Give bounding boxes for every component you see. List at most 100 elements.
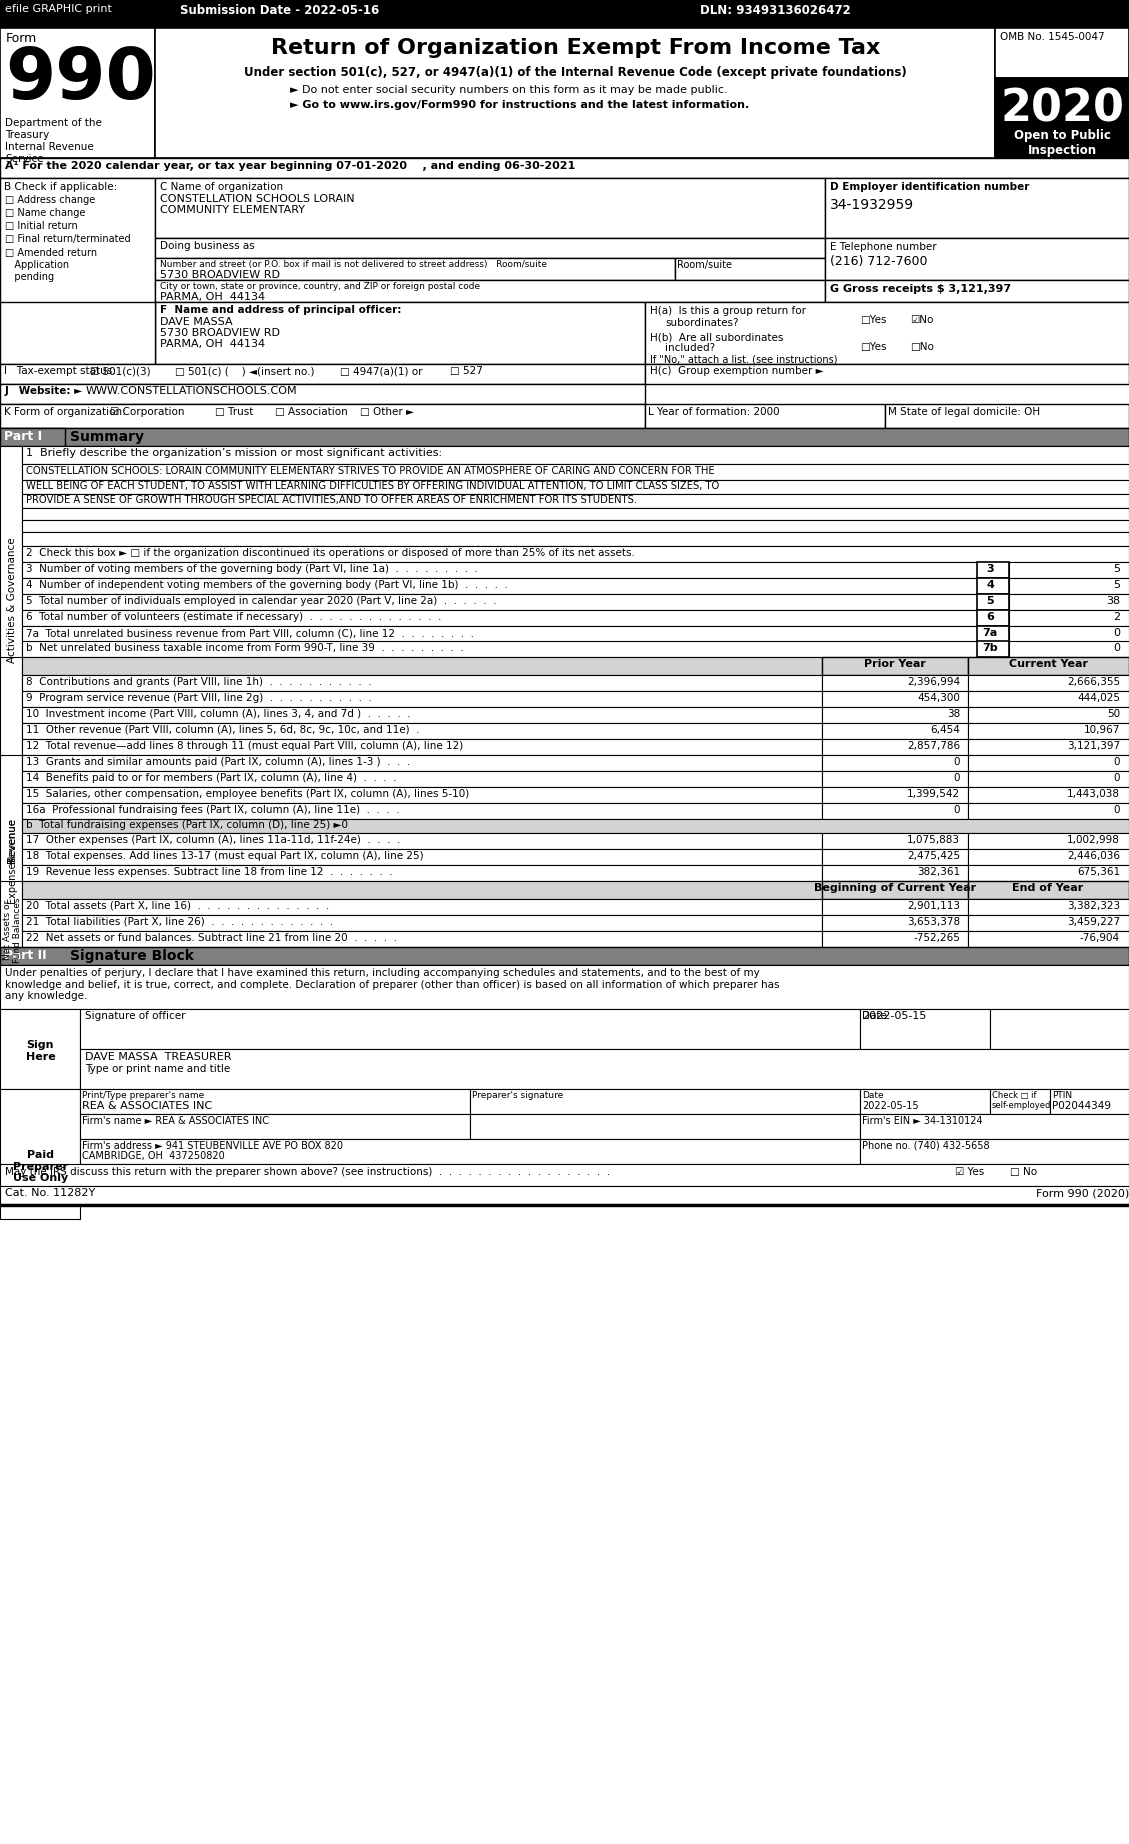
- Bar: [822, 675, 968, 692]
- Bar: [645, 404, 885, 428]
- Bar: [822, 848, 968, 865]
- Text: 454,300: 454,300: [917, 693, 960, 703]
- Text: 2,666,355: 2,666,355: [1067, 677, 1120, 688]
- Bar: [0, 28, 156, 159]
- Bar: [0, 656, 23, 808]
- Text: J   Website: ►: J Website: ►: [5, 385, 82, 396]
- Text: 38: 38: [947, 708, 960, 719]
- Bar: [968, 675, 1129, 692]
- Bar: [822, 706, 968, 723]
- Bar: [23, 833, 822, 848]
- Bar: [0, 0, 1129, 28]
- Text: 0: 0: [1113, 644, 1120, 653]
- Bar: [968, 865, 1129, 881]
- Bar: [80, 1009, 860, 1049]
- Text: 6: 6: [986, 612, 994, 621]
- Bar: [822, 771, 968, 787]
- Bar: [995, 77, 1129, 125]
- Text: 5730 BROADVIEW RD: 5730 BROADVIEW RD: [160, 328, 280, 337]
- Bar: [822, 656, 968, 675]
- Text: Check □ if
self-employed: Check □ if self-employed: [992, 1092, 1051, 1110]
- Bar: [23, 819, 1129, 833]
- Text: 11  Other revenue (Part VIII, column (A), lines 5, 6d, 8c, 9c, 10c, and 11e)  .: 11 Other revenue (Part VIII, column (A),…: [26, 725, 420, 736]
- Text: May the IRS discuss this return with the preparer shown above? (see instructions: May the IRS discuss this return with the…: [6, 1167, 611, 1176]
- Text: □ No: □ No: [1010, 1167, 1038, 1176]
- Text: 7a  Total unrelated business revenue from Part VIII, column (C), line 12  .  .  : 7a Total unrelated business revenue from…: [26, 629, 474, 638]
- Text: -76,904: -76,904: [1079, 933, 1120, 942]
- Text: b  Net unrelated business taxable income from Form 990-T, line 39  .  .  .  .  .: b Net unrelated business taxable income …: [26, 644, 464, 653]
- Bar: [23, 848, 822, 865]
- Text: Revenue: Revenue: [8, 817, 17, 863]
- Text: 2022-05-15: 2022-05-15: [863, 1011, 927, 1022]
- Text: 2020: 2020: [1000, 89, 1124, 131]
- Text: C Name of organization: C Name of organization: [160, 183, 283, 192]
- Bar: [156, 302, 645, 363]
- Bar: [23, 546, 1129, 562]
- Text: DLN: 93493136026472: DLN: 93493136026472: [700, 4, 851, 17]
- Text: Preparer's signature: Preparer's signature: [472, 1092, 563, 1101]
- Text: 1,443,038: 1,443,038: [1067, 789, 1120, 798]
- Bar: [156, 179, 825, 238]
- Text: 38: 38: [1106, 596, 1120, 607]
- Bar: [995, 125, 1129, 159]
- Text: 34-1932959: 34-1932959: [830, 197, 914, 212]
- Text: 2,475,425: 2,475,425: [907, 850, 960, 861]
- Bar: [825, 280, 1129, 302]
- Text: □ Initial return: □ Initial return: [6, 221, 78, 230]
- Text: Open to Public
Inspection: Open to Public Inspection: [1014, 129, 1111, 157]
- Text: □ 4947(a)(1) or: □ 4947(a)(1) or: [340, 365, 422, 376]
- Text: 13  Grants and similar amounts paid (Part IX, column (A), lines 1-3 )  .  .  .: 13 Grants and similar amounts paid (Part…: [26, 758, 411, 767]
- Text: (216) 712-7600: (216) 712-7600: [830, 254, 928, 267]
- Bar: [0, 179, 156, 330]
- Text: 2022-05-15: 2022-05-15: [863, 1101, 919, 1110]
- Bar: [1009, 642, 1129, 656]
- Bar: [977, 642, 1009, 656]
- Bar: [23, 723, 822, 739]
- Bar: [822, 739, 968, 754]
- Bar: [822, 754, 968, 771]
- Text: □ Final return/terminated: □ Final return/terminated: [6, 234, 131, 243]
- Text: Service: Service: [6, 155, 44, 164]
- Bar: [822, 865, 968, 881]
- Text: D Employer identification number: D Employer identification number: [830, 183, 1030, 192]
- Text: □ 527: □ 527: [450, 365, 483, 376]
- Text: 1,002,998: 1,002,998: [1067, 835, 1120, 845]
- Bar: [23, 610, 977, 625]
- Text: 3,653,378: 3,653,378: [907, 916, 960, 928]
- Bar: [0, 1009, 80, 1090]
- Bar: [645, 363, 1129, 384]
- Text: 2,446,036: 2,446,036: [1067, 850, 1120, 861]
- Text: -752,265: -752,265: [913, 933, 960, 942]
- Bar: [990, 1090, 1050, 1114]
- Text: Form: Form: [6, 31, 36, 44]
- Text: pending: pending: [6, 273, 54, 282]
- Bar: [968, 915, 1129, 931]
- Bar: [0, 159, 1129, 179]
- Text: 2,857,786: 2,857,786: [907, 741, 960, 751]
- Text: WWW.CONSTELLATIONSCHOOLS.COM: WWW.CONSTELLATIONSCHOOLS.COM: [86, 385, 297, 396]
- Bar: [968, 802, 1129, 819]
- Text: □ Association: □ Association: [275, 408, 348, 417]
- Bar: [0, 363, 645, 384]
- Text: 22  Net assets or fund balances. Subtract line 21 from line 20  .  .  .  .  .: 22 Net assets or fund balances. Subtract…: [26, 933, 397, 942]
- Text: Sign
Here: Sign Here: [26, 1040, 55, 1062]
- Text: DAVE MASSA: DAVE MASSA: [160, 317, 233, 326]
- Text: 2,396,994: 2,396,994: [907, 677, 960, 688]
- Text: CONSTELLATION SCHOOLS: LORAIN COMMUNITY ELEMENTARY STRIVES TO PROVIDE AN ATMOSPH: CONSTELLATION SCHOOLS: LORAIN COMMUNITY …: [26, 467, 715, 476]
- Text: 1,399,542: 1,399,542: [907, 789, 960, 798]
- Text: 1,075,883: 1,075,883: [907, 835, 960, 845]
- Text: I   Tax-exempt status:: I Tax-exempt status:: [5, 365, 116, 376]
- Text: 2  Check this box ► □ if the organization discontinued its operations or dispose: 2 Check this box ► □ if the organization…: [26, 548, 636, 559]
- Bar: [156, 258, 675, 280]
- Bar: [23, 865, 822, 881]
- Text: 12  Total revenue—add lines 8 through 11 (must equal Part VIII, column (A), line: 12 Total revenue—add lines 8 through 11 …: [26, 741, 464, 751]
- Bar: [968, 739, 1129, 754]
- Text: 19  Revenue less expenses. Subtract line 18 from line 12  .  .  .  .  .  .  .: 19 Revenue less expenses. Subtract line …: [26, 867, 393, 878]
- Text: ☑ 501(c)(3): ☑ 501(c)(3): [90, 365, 151, 376]
- Bar: [822, 915, 968, 931]
- Bar: [0, 428, 1129, 446]
- Text: PARMA, OH  44134: PARMA, OH 44134: [160, 339, 265, 349]
- Bar: [822, 802, 968, 819]
- Text: Firm's name ► REA & ASSOCIATES INC: Firm's name ► REA & ASSOCIATES INC: [82, 1116, 270, 1127]
- Text: □ Amended return: □ Amended return: [6, 247, 97, 258]
